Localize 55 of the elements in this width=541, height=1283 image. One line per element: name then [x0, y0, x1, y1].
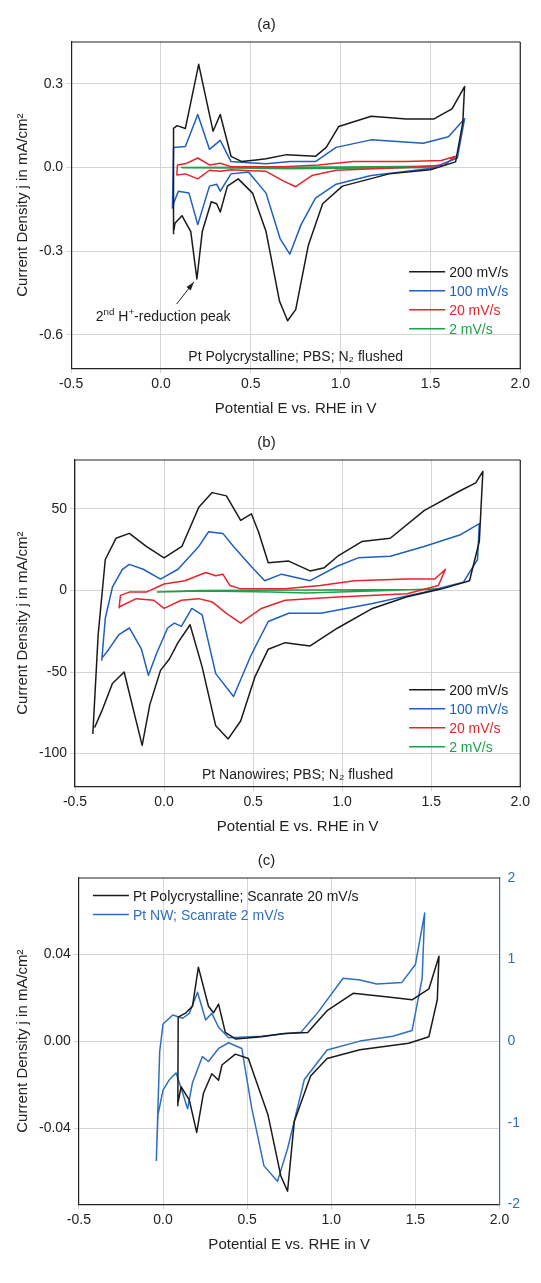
- legend-label: 200 mV/s: [449, 681, 509, 698]
- x-axis-title: Potential E vs. RHE in V: [216, 817, 379, 835]
- x-tick-label: 0.5: [241, 375, 261, 392]
- annotation: Pt Polycrystalline; PBS; N₂ flushed: [188, 348, 404, 365]
- chart-title: (b): [257, 433, 276, 451]
- y2-tick-label: 1: [507, 950, 516, 967]
- y-tick-label: -0.3: [39, 241, 64, 258]
- x-tick-label: 2.0: [510, 375, 531, 392]
- chart-title: (c): [257, 851, 276, 869]
- legend-label: 2 mV/s: [449, 738, 493, 755]
- x-tick-label: 2.0: [489, 1211, 510, 1228]
- y-tick-label: 0.04: [43, 944, 72, 961]
- x-tick-label: 1.0: [330, 375, 351, 392]
- x-tick-label: 0.5: [237, 1211, 258, 1228]
- x-tick-label: -0.5: [66, 1211, 92, 1228]
- x-tick-label: 1.5: [420, 375, 441, 392]
- chart-title: (a): [257, 15, 276, 33]
- y2-tick-label: 0: [507, 1031, 516, 1048]
- y-axis-title: Current Density j in mA/cm²: [13, 531, 31, 715]
- x-tick-label: 1.0: [332, 793, 353, 810]
- x-axis-title: Potential E vs. RHE in V: [214, 399, 377, 417]
- x-axis-title: Potential E vs. RHE in V: [208, 1235, 371, 1253]
- y-tick-label: 0.3: [43, 74, 64, 91]
- y-tick-label: -100: [38, 744, 68, 761]
- x-tick-label: 0.5: [243, 793, 264, 810]
- x-tick-label: 1.5: [421, 793, 442, 810]
- y-axis-title: Current Density j in mA/cm²: [13, 113, 31, 297]
- annotation: Pt Nanowires; PBS; N₂ flushed: [201, 766, 394, 783]
- y2-tick-label: 2: [507, 868, 516, 885]
- y-axis-title: Current Density j in mA/cm²: [13, 949, 31, 1133]
- legend-label: 100 mV/s: [449, 700, 509, 717]
- legend-label: 20 mV/s: [449, 301, 501, 318]
- y2-tick-label: -1: [507, 1113, 521, 1130]
- legend-label: Pt NW; Scanrate 2 mV/s: [132, 906, 285, 923]
- x-tick-label: 2.0: [510, 793, 531, 810]
- y-tick-label: 50: [51, 499, 68, 516]
- y-tick-label: -50: [46, 662, 68, 679]
- x-tick-label: -0.5: [59, 375, 84, 392]
- legend-label: 2 mV/s: [449, 320, 493, 337]
- legend-label: 100 mV/s: [449, 282, 509, 299]
- x-tick-label: 1.0: [321, 1211, 342, 1228]
- y-tick-label: -0.6: [39, 325, 64, 342]
- x-tick-label: 0.0: [154, 793, 175, 810]
- legend-label: 200 mV/s: [449, 263, 509, 280]
- y2-tick-label: -2: [507, 1195, 521, 1212]
- x-tick-label: 0.0: [153, 1211, 173, 1228]
- y-tick-label: -0.04: [38, 1118, 72, 1135]
- legend-label: Pt Polycrystalline; Scanrate 20 mV/s: [132, 887, 359, 904]
- x-tick-label: -0.5: [62, 793, 88, 810]
- x-tick-label: 1.5: [405, 1211, 426, 1228]
- y-tick-label: 0.00: [43, 1031, 72, 1048]
- legend-label: 20 mV/s: [449, 719, 501, 736]
- y-tick-label: 0.0: [43, 158, 64, 175]
- y-tick-label: 0: [59, 581, 68, 598]
- x-tick-label: 0.0: [151, 375, 171, 392]
